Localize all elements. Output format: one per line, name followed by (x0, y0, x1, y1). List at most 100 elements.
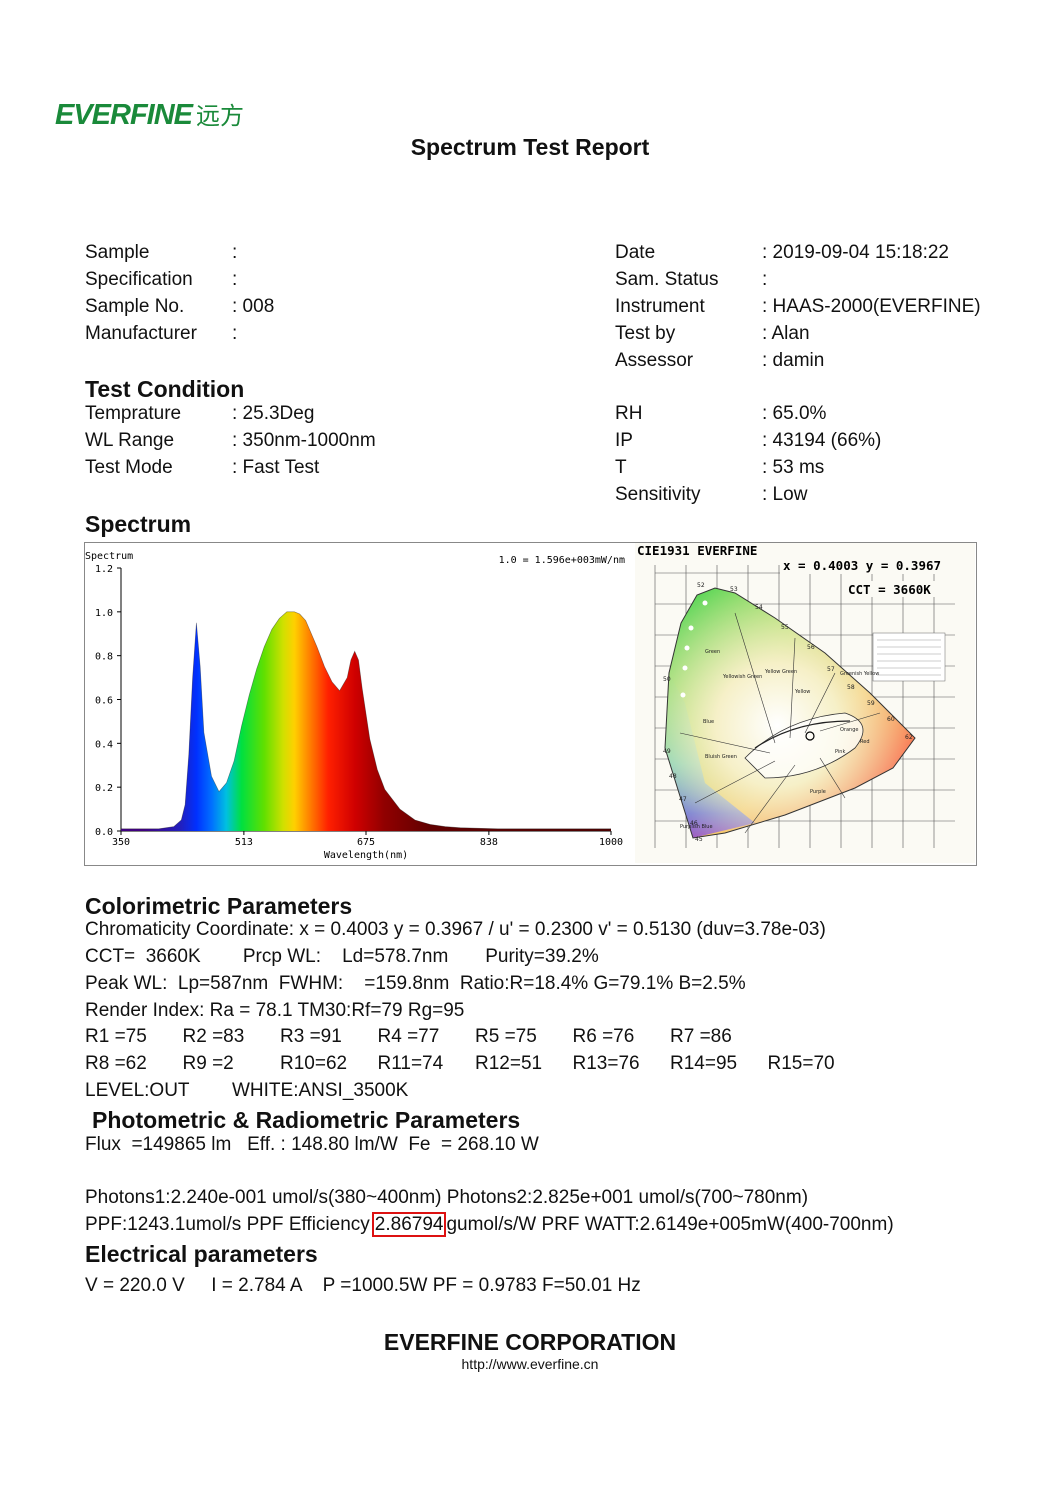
cie-source-legend (872, 632, 946, 682)
test-condition-label: Temprature (85, 403, 182, 424)
sample-info-value: : (232, 269, 238, 290)
electrical-line: V = 220.0 V I = 2.784 A P =1000.5W PF = … (85, 1275, 641, 1296)
cie-region-label: Pink (835, 749, 845, 755)
sample-info-label: Sample No. (85, 296, 185, 317)
cie-region-label: Purplish Blue (680, 824, 713, 830)
cie-wavelength-label: 49 (663, 748, 671, 755)
measured-point-marker (805, 731, 815, 741)
colorimetric-heading: Colorimetric Parameters (85, 893, 353, 919)
x-tick-label: 1000 (599, 837, 623, 848)
test-condition-label: RH (615, 403, 643, 424)
y-tick-label: 0.6 (95, 696, 113, 707)
x-tick-label: 513 (235, 837, 253, 848)
sample-info-value: : (232, 323, 238, 344)
ppf-prefix: PPF:1243.1umol/s PPF Efficiency (85, 1214, 370, 1235)
sample-info-label: Sam. Status (615, 269, 719, 290)
cie-cct: CCT = 3660K (848, 582, 931, 597)
cie-wavelength-label: 47 (679, 796, 687, 803)
render-index-value: R6 =76 (572, 1026, 635, 1047)
test-condition-label: T (615, 457, 627, 478)
cie1931-diagram: CIE1931 EVERFINE x = 0.4003 y = 0.3967 C… (635, 543, 975, 863)
cie-region-label: Blue (703, 719, 714, 725)
test-condition-label: Sensitivity (615, 484, 701, 505)
cie-region-label: Greenish Yellow (840, 671, 879, 677)
cie-region-label: Yellowish Green (722, 674, 762, 680)
y-tick-label: 1.2 (95, 564, 113, 575)
cie-wavelength-label: 46 (690, 820, 698, 827)
test-condition-value: : 43194 (66%) (762, 430, 882, 451)
chart-scale-note: 1.0 = 1.596e+003mW/nm (499, 555, 625, 566)
cie-wavelength-label: 59 (867, 700, 875, 707)
cie-wavelength-label: 52 (697, 582, 705, 589)
photometric-heading: Photometric & Radiometric Parameters (92, 1107, 521, 1133)
logo-chinese: 远方 (196, 103, 245, 130)
sample-info-label: Sample (85, 242, 150, 263)
render-index-value: R9 =2 (182, 1053, 234, 1074)
spectrum-heading: Spectrum (85, 511, 192, 537)
x-tick-label: 350 (112, 837, 130, 848)
test-condition-heading: Test Condition (85, 376, 245, 402)
planckian-locus (754, 720, 851, 749)
cie-region-label: Orange (840, 727, 858, 733)
render-index-value: R2 =83 (182, 1026, 245, 1047)
cie-wavelength-label: 48 (669, 773, 677, 780)
cie-region-label: Green (705, 649, 720, 655)
cie-source-legend-lines (877, 639, 941, 676)
render-index-value: R11=74 (377, 1053, 444, 1074)
sample-info-value: : HAAS-2000(EVERFINE) (762, 296, 981, 317)
y-tick-label: 0.4 (95, 739, 113, 750)
test-condition-value: : 53 ms (762, 457, 825, 478)
cie-wavelength-label: 57 (827, 666, 835, 673)
render-index-value: R12=51 (475, 1053, 543, 1074)
test-condition-label: IP (615, 430, 633, 451)
cie-source-points (680, 600, 708, 698)
sample-info-label: Assessor (615, 350, 694, 371)
test-condition-label: WL Range (85, 430, 175, 451)
y-tick-label: 1.0 (95, 608, 113, 619)
white-value: WHITE:ANSI_3500K (232, 1080, 409, 1101)
cie-gamut-outline (664, 587, 916, 839)
render-index-value: R10=62 (280, 1053, 348, 1074)
cie-title: CIE1931 EVERFINE (637, 543, 757, 558)
cie-wavelength-label: 54 (755, 604, 763, 611)
cie-wavelength-label: 58 (847, 684, 855, 691)
sample-info-value: : damin (762, 350, 825, 371)
y-tick-label: 0.8 (95, 652, 113, 663)
chart-title: Spectrum (85, 551, 133, 562)
cie-region-label: Red (860, 739, 870, 745)
x-axis-label: Wavelength(nm) (324, 850, 408, 861)
footer-url[interactable]: http://www.everfine.cn (461, 1356, 599, 1372)
cie-region-label: Bluish Green (705, 754, 737, 760)
spectrum-line (121, 611, 611, 830)
cie-white-region (744, 712, 864, 779)
sample-info-value: : Alan (762, 323, 810, 344)
spectrum-area (121, 611, 611, 831)
cie-wavelength-label: 62 (905, 734, 913, 741)
x-tick-label: 675 (357, 837, 375, 848)
sample-info-value: : (232, 242, 238, 263)
test-condition-value: : 25.3Deg (232, 403, 315, 424)
cie-region-label: Yellow Green (764, 669, 797, 675)
sample-info-label: Manufacturer (85, 323, 197, 344)
footer-company: EVERFINE CORPORATION (383, 1329, 677, 1355)
render-index-value: R8 =62 (85, 1053, 147, 1074)
render-index-value: R3 =91 (280, 1026, 342, 1047)
cie-coordinate: x = 0.4003 y = 0.3967 (783, 558, 941, 573)
render-index-value: R13=76 (572, 1053, 640, 1074)
cie-region-lines (679, 612, 881, 834)
cie-wavelength-labels: 52 53 54 55 56 57 58 59 60 62 50 49 48 47 46 45 (663, 582, 913, 843)
spectrum-chart: 0.0 0.2 0.4 0.6 0.8 1.0 1.2 350 513 675 838 1000 Spe… (85, 551, 625, 861)
colorimetric-line: Render Index: Ra = 78.1 TM30:Rf=79 Rg=95 (85, 1000, 465, 1021)
photons-line: Photons1:2.240e-001 umol/s(380~400nm) Ph… (85, 1187, 809, 1208)
cie-region-label: Purple (810, 789, 826, 795)
sample-info-value: : 2019-09-04 15:18:22 (762, 242, 949, 263)
render-index-value: R5 =75 (475, 1026, 537, 1047)
cie-wavelength-label: 55 (781, 624, 789, 631)
cie-cct-bg (845, 581, 945, 597)
render-index-value: R14=95 (670, 1053, 738, 1074)
cie-coord-bg (780, 558, 960, 574)
cie-region-label: Yellow (794, 689, 810, 695)
sample-info-label: Test by (615, 323, 676, 344)
cie-wavelength-label: 53 (730, 586, 738, 593)
